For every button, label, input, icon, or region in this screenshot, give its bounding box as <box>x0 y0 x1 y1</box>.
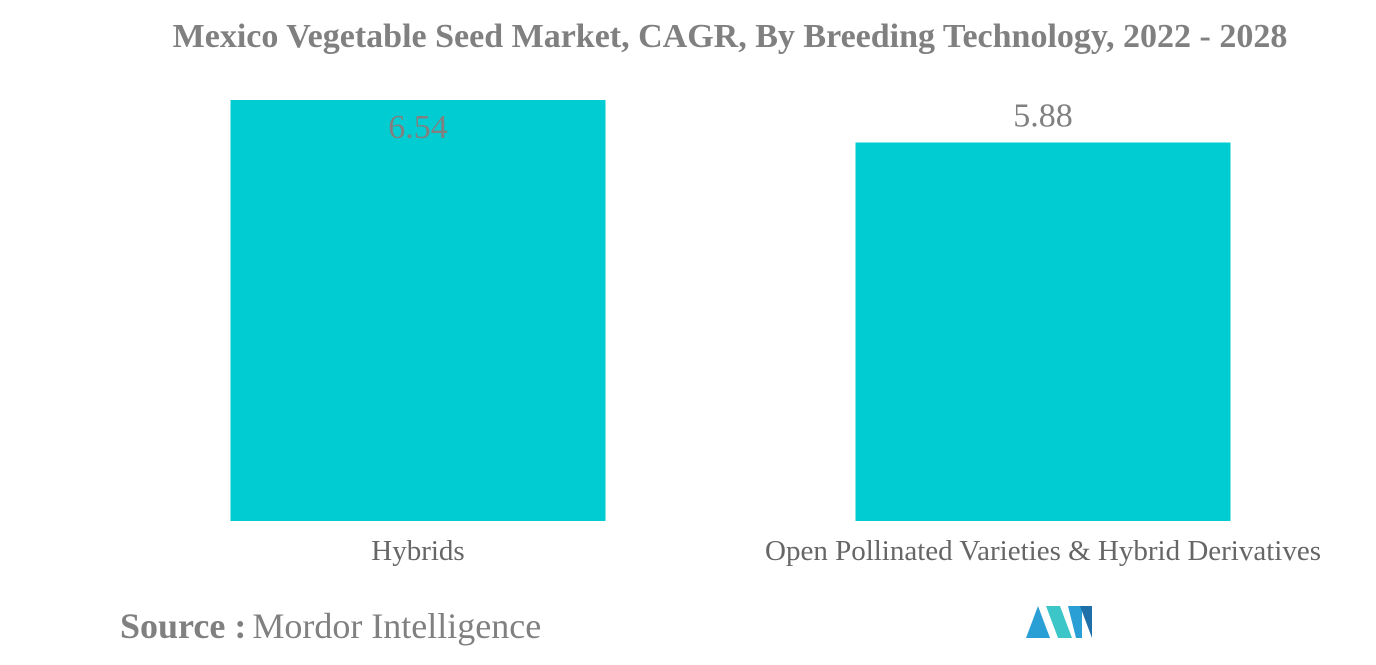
source-note: Source : Mordor Intelligence <box>120 605 541 647</box>
category-label-1: Open Pollinated Varieties & Hybrid Deriv… <box>765 535 1321 567</box>
data-label-0: 6.54 <box>388 109 448 146</box>
bar-1 <box>855 142 1231 521</box>
chart-title: Mexico Vegetable Seed Market, CAGR, By B… <box>172 18 1288 55</box>
category-label-0: Hybrids <box>371 535 464 567</box>
source-label: Source : <box>120 606 247 646</box>
bar-0 <box>230 100 606 521</box>
mordor-intelligence-logo-icon <box>1026 606 1092 638</box>
source-value: Mordor Intelligence <box>252 606 542 646</box>
data-label-1: 5.88 <box>1013 97 1073 134</box>
